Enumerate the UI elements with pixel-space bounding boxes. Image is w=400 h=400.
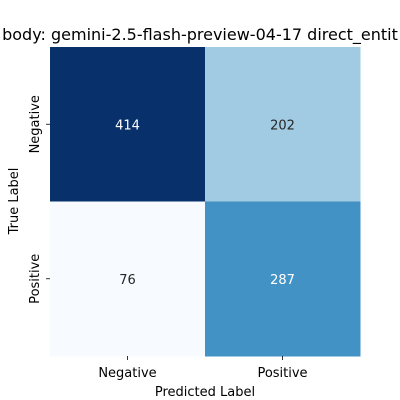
y-axis-label: True Label bbox=[7, 168, 22, 236]
y-tick-label-positive: Positive bbox=[28, 254, 43, 304]
heatmap-cells: 414 202 76 287 bbox=[50, 47, 361, 357]
x-tick-label-positive: Positive bbox=[257, 366, 307, 381]
chart-title: body: gemini-2.5-flash-preview-04-17 dir… bbox=[2, 25, 398, 45]
heatmap-cell-positive-positive bbox=[205, 201, 361, 357]
heatmap-cell-positive-negative bbox=[50, 201, 206, 357]
x-axis-label: Predicted Label bbox=[155, 385, 255, 400]
cell-value-label: 76 bbox=[119, 273, 136, 288]
y-tick-label-negative: Negative bbox=[28, 95, 43, 153]
x-tick-label-negative: Negative bbox=[98, 366, 156, 381]
cell-value-label: 287 bbox=[270, 273, 295, 288]
heatmap-cell-negative-negative bbox=[50, 47, 206, 202]
cell-value-label: 414 bbox=[115, 118, 140, 133]
cell-value-label: 202 bbox=[270, 118, 295, 133]
axis-ticks: Negative Positive Negative Positive bbox=[28, 95, 308, 381]
heatmap-cell-negative-positive bbox=[205, 47, 361, 202]
